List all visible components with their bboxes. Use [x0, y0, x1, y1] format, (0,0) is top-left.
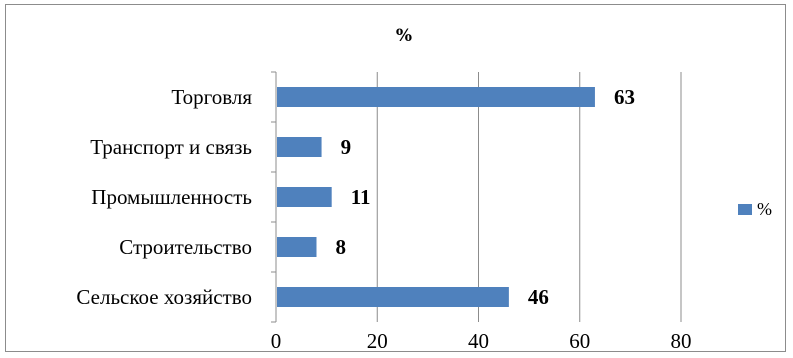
chart-title: %: [396, 26, 412, 46]
x-tick-label: 80: [671, 329, 692, 353]
category-label: Промышленность: [91, 185, 252, 209]
x-tick-label: 20: [367, 329, 388, 353]
category-labels: Торговля Транспорт и связь Промышленность С…: [76, 85, 252, 309]
data-label: 63: [614, 85, 635, 109]
category-label: Строительство: [119, 235, 252, 259]
bars: [277, 87, 595, 307]
category-label: Торговля: [171, 85, 252, 109]
legend: %: [738, 199, 772, 219]
bar: [277, 87, 595, 107]
data-label: 11: [351, 185, 371, 209]
data-label: 9: [341, 135, 352, 159]
data-label: 8: [336, 235, 347, 259]
bar: [277, 287, 509, 307]
data-labels: 63 9 11 8 46: [336, 85, 635, 309]
bar: [277, 137, 322, 157]
category-label: Транспорт и связь: [90, 135, 252, 159]
legend-swatch: [738, 204, 752, 215]
x-tick-label: 40: [468, 329, 489, 353]
x-tick-label: 0: [271, 329, 282, 353]
x-axis-ticks: 0 20 40 60 80: [271, 329, 692, 353]
category-label: Сельское хозяйство: [76, 285, 252, 309]
bar: [277, 187, 332, 207]
data-label: 46: [528, 285, 549, 309]
x-tick-label: 60: [569, 329, 590, 353]
bar: [277, 237, 317, 257]
legend-label: %: [757, 199, 772, 219]
gridlines: [271, 71, 682, 323]
